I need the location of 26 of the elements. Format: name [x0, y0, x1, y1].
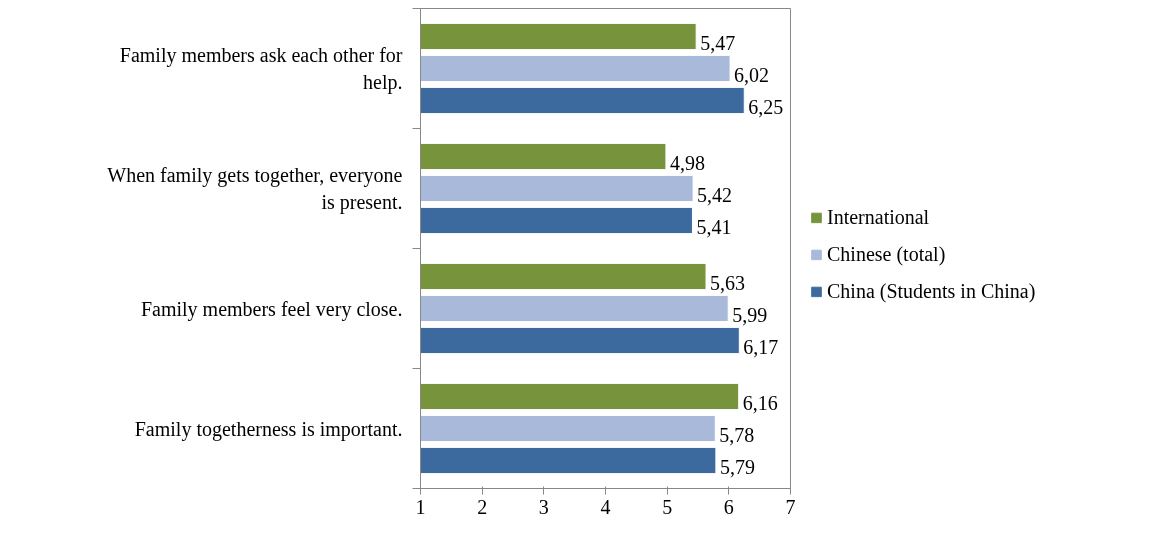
data-label: 6,17: [743, 335, 779, 358]
y-tick-label: Family togetherness is important.: [134, 417, 403, 441]
x-tick-label: 2: [477, 495, 488, 518]
x-tick-label: 6: [723, 495, 734, 518]
data-label: 5,47: [700, 31, 736, 54]
x-tick-label: 7: [785, 495, 796, 518]
legend-label: China (Students in China): [827, 279, 1036, 303]
legend-label: Chinese (total): [827, 242, 946, 266]
y-tick-label: Family members feel very close.: [140, 297, 403, 321]
data-label: 5,79: [719, 455, 755, 478]
x-tick-label: 1: [415, 495, 426, 518]
data-label: 6,16: [742, 391, 778, 414]
data-label: 5,78: [719, 423, 755, 446]
data-label: 5,42: [697, 183, 733, 206]
data-label: 5,63: [710, 271, 746, 294]
legend-label: International: [827, 205, 930, 229]
data-label: 6,25: [748, 95, 784, 118]
y-tick-label: When family gets together, everyone is present.: [107, 164, 403, 214]
data-label: 5,41: [696, 215, 732, 238]
data-label: 6,02: [734, 63, 770, 86]
y-tick-label: Family members ask each other for help.: [119, 44, 403, 94]
x-tick-label: 5: [662, 495, 673, 518]
data-label: 5,99: [732, 303, 768, 326]
x-tick-label: 3: [538, 495, 549, 518]
data-label: 4,98: [669, 151, 705, 174]
x-tick-label: 4: [600, 495, 611, 518]
